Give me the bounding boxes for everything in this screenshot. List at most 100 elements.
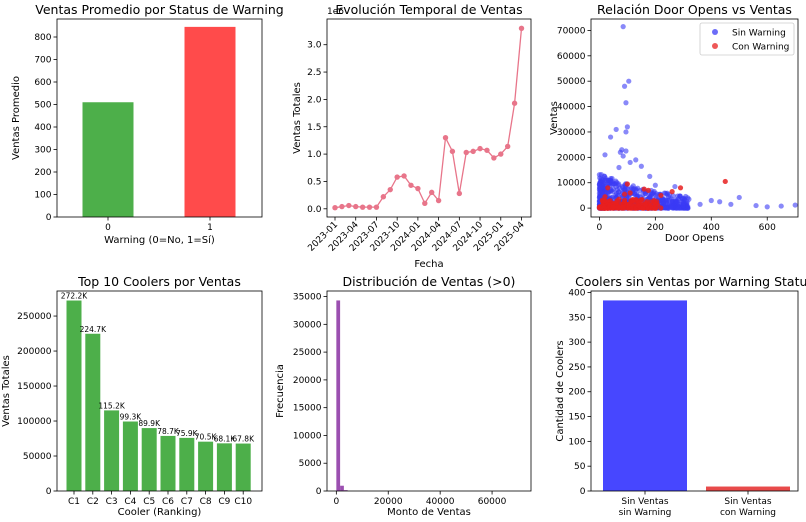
top-coolers-chart-title: Top 10 Coolers por Ventas xyxy=(77,274,241,289)
sales-point xyxy=(401,173,407,179)
hist-bin xyxy=(340,485,344,491)
coolers-sin-ventas-chart-ytick-label: 200 xyxy=(568,388,585,398)
top-coolers-chart-ytick-label: 200000 xyxy=(17,347,52,357)
top-coolers-chart-xtick-label: C8 xyxy=(200,497,212,507)
sin-warning-point xyxy=(764,204,770,210)
sin-warning-point xyxy=(736,194,742,201)
coolers-sin-ventas-chart-ytick-label: 150 xyxy=(568,413,585,423)
sin-warning-point xyxy=(623,100,629,106)
sales-point xyxy=(408,182,414,188)
bar-c7 xyxy=(179,437,195,491)
top-coolers-chart-ylabel: Ventas Totales xyxy=(1,355,12,427)
sin-warning-point xyxy=(620,153,626,159)
door-opens-scatter-ytick-label: 40000 xyxy=(557,103,586,113)
sin-warning-point xyxy=(627,159,633,166)
door-opens-scatter-xtick-label: 600 xyxy=(759,223,776,233)
bar-value-label: 78.7K xyxy=(157,427,180,436)
sin-warning-point xyxy=(631,186,637,192)
evolucion-temporal-chart-xlabel: Fecha xyxy=(414,259,443,270)
top-coolers-chart-xtick-label: C4 xyxy=(124,497,136,507)
sin-warning-point xyxy=(624,186,631,192)
sin-warning-point xyxy=(663,205,669,211)
sin-warning-point xyxy=(613,126,619,133)
door-opens-scatter-title: Relación Door Opens vs Ventas xyxy=(597,2,792,17)
coolers-sin-ventas-chart-xtick-label: Sin Ventas xyxy=(621,497,669,507)
bar-c2 xyxy=(85,333,101,491)
evolucion-temporal-chart-ytick-label: 0.5 xyxy=(307,177,321,187)
distribucion-ventas-hist-xtick-label: 40000 xyxy=(426,497,455,507)
top-coolers-chart-xtick-label: C3 xyxy=(106,497,118,507)
bar-value-label: 67.8K xyxy=(232,435,255,444)
evolucion-temporal-chart-frame xyxy=(326,18,532,218)
coolers-sin-ventas-chart-xtick-label: Sin Ventas xyxy=(724,497,772,507)
ventas-promedio-chart-ylabel: Ventas Promedio xyxy=(11,76,22,160)
sales-point xyxy=(353,203,359,210)
door-opens-scatter-xtick-label: 0 xyxy=(597,223,603,233)
sales-point xyxy=(498,151,504,157)
top-coolers-chart-ytick-label: 0 xyxy=(46,487,52,497)
distribucion-ventas-hist-ytick-label: 10000 xyxy=(293,431,322,441)
bar-c8 xyxy=(198,441,214,491)
sin-warning-point xyxy=(626,78,632,84)
sin-warning-point xyxy=(597,185,603,191)
coolers-sin-ventas-chart-ytick-label: 350 xyxy=(568,313,585,323)
ventas-promedio-chart-ytick-label: 100 xyxy=(34,191,51,201)
sales-point xyxy=(470,148,476,155)
evolucion-temporal-chart-ylabel: Ventas Totales xyxy=(292,82,303,154)
top-coolers-chart-xtick-label: C5 xyxy=(143,497,155,507)
con-warning-point xyxy=(627,190,633,196)
top-coolers-chart-xtick-label: C2 xyxy=(87,497,99,507)
evolucion-temporal-chart-ytick-label: 1.5 xyxy=(307,123,321,133)
sales-point xyxy=(435,197,442,204)
sin-warning-point xyxy=(673,199,679,205)
con-warning-point xyxy=(621,191,628,197)
bar-c3 xyxy=(104,410,120,491)
sin-warning-point xyxy=(623,129,629,135)
sin-warning-point xyxy=(602,152,608,158)
door-opens-scatter-legend: Sin Warning Con Warning xyxy=(699,22,795,56)
sin-warning-point xyxy=(638,163,644,169)
ventas-promedio-chart-ytick-label: 700 xyxy=(34,56,51,66)
distribucion-ventas-hist-xtick-label: 0 xyxy=(333,497,339,507)
distribucion-ventas-hist-ytick-label: 20000 xyxy=(293,376,322,386)
sin-warning-point xyxy=(616,164,622,171)
top-coolers-chart-ytick-label: 150000 xyxy=(17,382,52,392)
con-warning-point xyxy=(658,192,664,199)
top-coolers-chart: 272.2K C1 224.7K C2 115.2K C3 99.3K C4 89.9K C5 78… xyxy=(1,274,263,518)
sin-warning-point xyxy=(620,24,626,30)
bar-c6 xyxy=(160,435,176,491)
evolucion-temporal-chart: 0.00.51.01.52.02.53.02023-012023-042023-… xyxy=(292,2,532,270)
distribucion-ventas-hist-ytick-label: 15000 xyxy=(293,404,322,414)
con-warning-point xyxy=(626,201,632,207)
sin-warning-point xyxy=(623,148,629,154)
top-coolers-chart-xtick-label: C6 xyxy=(162,497,174,507)
bar-category-1 xyxy=(603,300,687,491)
sales-point xyxy=(449,148,456,155)
sales-line xyxy=(334,28,523,209)
legend-box xyxy=(699,22,795,56)
evolucion-temporal-chart-scale-label: 1e6 xyxy=(327,7,344,17)
con-warning-point xyxy=(613,200,619,206)
con-warning-point xyxy=(669,189,675,195)
distribucion-ventas-hist-xtick-label: 60000 xyxy=(478,497,507,507)
coolers-sin-ventas-chart-ytick-label: 300 xyxy=(568,338,585,348)
ventas-promedio-chart-ytick-label: 600 xyxy=(34,78,51,88)
coolers-sin-ventas-chart-ylabel: Cantidad de Coolers xyxy=(555,340,566,441)
sin-warning-point xyxy=(753,202,759,209)
door-opens-scatter-xtick-label: 200 xyxy=(647,223,664,233)
top-coolers-chart-xtick-label: C10 xyxy=(234,497,252,507)
bar-value-label: 70.5K xyxy=(195,433,218,442)
door-opens-scatter-ytick-label: 20000 xyxy=(557,153,586,163)
coolers-sin-ventas-chart-ytick-label: 50 xyxy=(574,462,586,472)
sin-warning-point xyxy=(617,149,623,155)
sales-point xyxy=(373,204,380,210)
con-warning-point xyxy=(640,205,646,211)
top-coolers-chart-ytick-label: 250000 xyxy=(17,312,52,322)
coolers-sin-ventas-chart-ytick-label: 0 xyxy=(580,487,586,497)
door-opens-scatter-frame xyxy=(590,18,799,218)
door-opens-scatter-ytick-label: 70000 xyxy=(557,26,586,36)
con-warning-point xyxy=(601,198,608,204)
con-warning-point xyxy=(645,187,651,193)
bar-value-label: 68.1K xyxy=(214,434,237,443)
